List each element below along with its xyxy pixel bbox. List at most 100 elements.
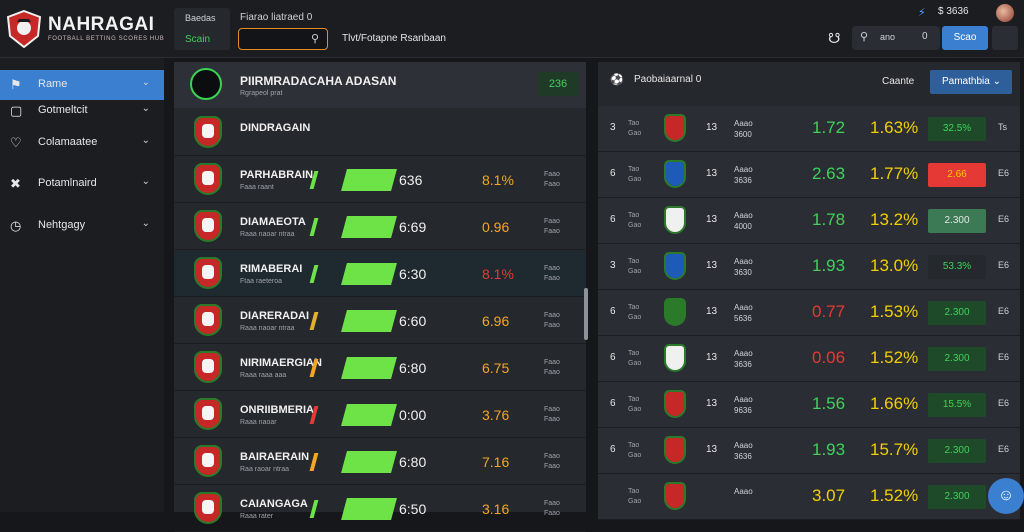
odds-percent[interactable]: 13.0% [870,256,919,275]
table-row[interactable]: 6 Tao Gao 13 Aaao 3636 0.06 1.52% 2.300 E6 [598,336,1020,382]
odds-percent[interactable]: 1.52% [870,486,919,505]
table-row[interactable]: 6 Tao Gao 13 Aaao 4000 1.78 13.2% 2.300 E6 [598,198,1020,244]
odds-percent[interactable]: 13.2% [870,210,919,229]
team-name: RIMABERAI [240,263,303,275]
team-crest-icon [664,252,686,280]
sidebar-item-label: Gotmeltcit [38,104,88,116]
sidebar-item-label: Rame [38,78,68,90]
odds-primary[interactable]: 1.72 [812,118,846,137]
odds-percent[interactable]: 1.66% [870,394,919,413]
table-row[interactable]: DIARERADAI Raaa naoar ntraa 6:60 6.96 Faao Fa… [174,298,586,344]
team-sub: Raaa naoar [240,419,277,426]
team-crest-icon [664,482,686,510]
search-icon[interactable]: ⚲ [310,33,319,45]
team-crest-icon [664,344,686,372]
menu-button[interactable] [992,26,1018,50]
odds-header: ⚽ Paobaiaarnal 0 Caante Pamathbia ⌄ [598,62,1020,102]
row-labels: Tao Gao [628,166,642,183]
odds-primary[interactable]: 1.93 [812,440,846,459]
bet-button[interactable]: 2.300 [928,209,986,233]
team-sub: Raaa naoar ntraa [240,231,295,238]
table-row[interactable]: ONRIIBMERIA Raaa naoar 0:00 3.76 Faao Faao [174,392,586,438]
team-crest-icon [194,257,222,289]
row-index: 6 [610,214,616,225]
odds-percent[interactable]: 1.52% [870,348,919,367]
odds-primary[interactable]: 3.07 [812,486,846,505]
odds-percent[interactable]: 15.7% [870,440,919,459]
odds-primary[interactable]: 1.78 [812,210,846,229]
bet-button[interactable]: 2.300 [928,485,986,509]
bet-button[interactable]: 2.300 [928,347,986,371]
quick-search-input[interactable]: ⚲ ano 0 [852,26,940,50]
form-bar [341,404,397,426]
mini-meta: Faao Faao [544,312,560,329]
row-mid: 13 [706,444,718,455]
sidebar-item-history[interactable]: ◷ Nehtgagy ⌄ [0,211,164,241]
filter-select[interactable]: Pamathbia ⌄ [930,70,1012,94]
sidebar-item-matches[interactable]: ✖ Potamlnaird ⌄ [0,169,164,199]
table-row[interactable]: RIMABERAI Ftaa raeteroa 6:30 8.1% Faao Faao [174,251,586,297]
odds-primary[interactable]: 1.56 [812,394,846,413]
odds-percent[interactable]: 1.63% [870,118,919,137]
table-row[interactable]: 3 Tao Gao 13 Aaao 3600 1.72 1.63% 32.5% Ts [598,106,1020,152]
odds-value: 3.76 [482,407,510,423]
top-link[interactable]: Tlvt/Fotapne Rsanbaan [342,33,446,44]
bell-icon[interactable]: ☋ [828,30,841,46]
table-row[interactable]: CAIANGAGA Raaa rater 6:50 3.16 Faao Faao [174,486,586,532]
odds-percent[interactable]: 1.53% [870,302,919,321]
odds-primary[interactable]: 0.77 [812,302,846,321]
table-row[interactable]: DIAMAEOTA Raaa naoar ntraa 6:69 0.96 Faao Faa… [174,204,586,250]
bet-button[interactable]: 2.300 [928,301,986,325]
top-bar: NAHRAGAI FOOTBALL BETTING SCORES HUB Bae… [0,0,1024,58]
brand-name[interactable]: NAHRAGAI [48,14,155,35]
team-name: NIRIMAERGIAN [240,357,322,369]
football-icon: ⚽ [610,74,624,86]
table-row[interactable]: 6 Tao Gao 13 Aaao 5636 0.77 1.53% 2.300 E6 [598,290,1020,336]
search-input[interactable]: ⚲ [238,28,328,50]
odds-value: 6.96 [482,313,510,329]
trend-tick [309,218,319,236]
team-sub: Raaa rater [240,513,274,520]
odds-percent[interactable]: 1.77% [870,164,919,183]
account-card[interactable]: Baedas Scain [174,8,230,50]
team-name: DIAMAEOTA [240,216,306,228]
table-row[interactable]: PARHABRAIN Faaa raant 636 8.1% Faao Faao [174,157,586,203]
row-detail: Aaao 9636 [734,395,753,415]
scrollbar[interactable] [584,288,588,340]
odds-primary[interactable]: 1.93 [812,256,846,275]
table-row[interactable]: NIRIMAERGIAN Raaa raaa aaa 6:80 6.75 Faao Faa… [174,345,586,391]
sidebar-item-tablet[interactable]: ▢ Gotmeltcit ⌄ [0,96,164,126]
row-mid: 13 [706,122,718,133]
league-count[interactable]: 236 [538,72,578,96]
bet-button[interactable]: 2.66 [928,163,986,187]
sidebar-item-home[interactable]: ⚑ Rame ⌄ [0,70,164,100]
bet-button[interactable]: 32.5% [928,117,986,141]
table-row[interactable]: 6 Tao Gao 13 Aaao 3636 1.93 15.7% 2.300 E6 [598,428,1020,474]
bet-button[interactable]: 15.5% [928,393,986,417]
odds-value: 8.1% [482,266,514,282]
table-row[interactable]: BAIRAERAIN Raa raoar ntraa 6:80 7.16 Faao Faa… [174,439,586,485]
odds-primary[interactable]: 0.06 [812,348,846,367]
row-detail: Aaao 3636 [734,165,753,185]
team-name: ONRIIBMERIA [240,404,314,416]
team-crest-icon [194,210,222,242]
table-row[interactable]: 6 Tao Gao 13 Aaao 9636 1.56 1.66% 15.5% E6 [598,382,1020,428]
primary-button[interactable]: Scao [942,26,988,50]
sidebar-item-favorites[interactable]: ♡ Colamaatee ⌄ [0,128,164,158]
shield-logo-icon[interactable] [6,10,42,48]
bet-button[interactable]: 53.3% [928,255,986,279]
team-sub: Ftaa raeteroa [240,278,283,285]
chevron-down-icon: ⌄ [141,135,150,146]
odds-primary[interactable]: 2.63 [812,164,846,183]
row-end: E6 [998,444,1010,454]
chat-bubble-icon[interactable]: ☺ [988,478,1024,514]
balance: $ 3636 [938,6,969,17]
table-row[interactable]: 3 Tao Gao 13 Aaao 3630 1.93 13.0% 53.3% E6 [598,244,1020,290]
table-row[interactable]: 6 Tao Gao 13 Aaao 3636 2.63 1.77% 2.66 E6 [598,152,1020,198]
table-row[interactable]: DINDRAGAIN [174,110,586,156]
row-detail: Aaao 3636 [734,349,753,369]
avatar[interactable] [996,4,1014,22]
row-detail: Aaao 3600 [734,119,753,139]
bet-button[interactable]: 2.300 [928,439,986,463]
